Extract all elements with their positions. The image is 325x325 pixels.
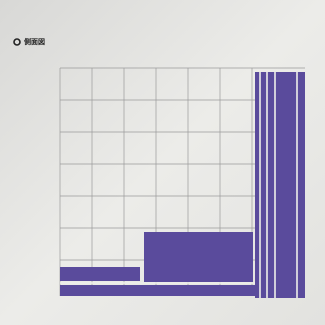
- separators: [60, 72, 298, 298]
- section-label: 側面図: [23, 37, 45, 46]
- base-strip: [60, 285, 256, 296]
- low-block: [60, 267, 140, 281]
- mid-block: [144, 232, 253, 282]
- bullet: [13, 38, 21, 46]
